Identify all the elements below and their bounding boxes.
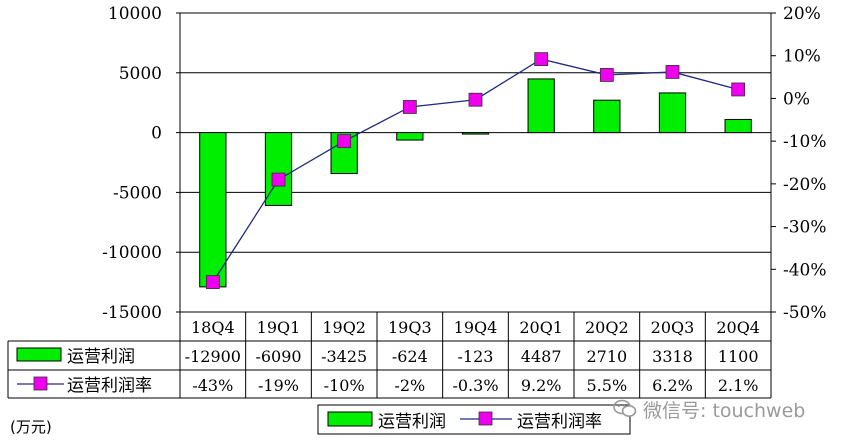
data-label: -43% bbox=[192, 376, 233, 395]
data-label: 2710 bbox=[586, 347, 627, 366]
data-label: 3318 bbox=[652, 347, 693, 366]
bar bbox=[658, 92, 687, 134]
data-label: 2.1% bbox=[718, 376, 759, 395]
wechat-icon bbox=[613, 399, 637, 417]
x-tick-label: 19Q3 bbox=[388, 318, 432, 337]
bar bbox=[593, 99, 621, 134]
y-right-tick-label: -50% bbox=[783, 303, 827, 323]
line-marker bbox=[599, 68, 614, 82]
data-label: -0.3% bbox=[452, 376, 498, 395]
data-label: 6.2% bbox=[652, 376, 693, 395]
data-label: 4487 bbox=[521, 347, 562, 366]
table-key-bar bbox=[16, 347, 62, 362]
table-row-label: 运营利润 bbox=[67, 347, 135, 367]
x-tick-label: 20Q3 bbox=[651, 318, 695, 337]
y-left-tick-label: 10000 bbox=[108, 4, 162, 24]
table-key-marker bbox=[33, 376, 48, 391]
line-marker bbox=[665, 65, 680, 79]
data-label: 1100 bbox=[718, 347, 759, 366]
data-label: -12900 bbox=[185, 347, 241, 366]
watermark: 微信号: touchweb bbox=[613, 396, 841, 422]
data-label: -19% bbox=[258, 376, 299, 395]
y-right-tick-label: 0% bbox=[783, 89, 810, 109]
legend-key-bar bbox=[327, 411, 373, 427]
unit-note: (万元) bbox=[10, 418, 52, 436]
y-right-tick-label: -20% bbox=[783, 175, 827, 195]
x-tick-label: 20Q1 bbox=[519, 318, 563, 337]
y-right-tick-label: 10% bbox=[783, 47, 821, 67]
bar bbox=[396, 132, 424, 141]
y-right-tick-label: -10% bbox=[783, 132, 827, 152]
x-tick-label: 20Q2 bbox=[585, 318, 629, 337]
bar bbox=[199, 132, 227, 288]
line-marker bbox=[337, 134, 352, 149]
x-tick-label: 19Q2 bbox=[322, 318, 366, 337]
data-label: -6090 bbox=[255, 347, 301, 366]
y-right-tick-label: 20% bbox=[783, 4, 821, 24]
data-label: -10% bbox=[324, 376, 365, 395]
line-marker bbox=[271, 172, 286, 187]
y-left-tick-label: -10000 bbox=[102, 243, 162, 263]
line-marker bbox=[205, 275, 220, 290]
legend-label: 运营利润率 bbox=[517, 412, 602, 432]
x-tick-label: 18Q4 bbox=[191, 318, 235, 337]
bar bbox=[724, 118, 752, 134]
x-tick-label: 20Q4 bbox=[716, 318, 760, 337]
y-right-tick-label: -40% bbox=[783, 260, 827, 280]
legend-label: 运营利润 bbox=[378, 412, 446, 432]
bar bbox=[527, 78, 555, 134]
data-label: -123 bbox=[458, 347, 494, 366]
table-row-label: 运营利润率 bbox=[67, 376, 152, 396]
legend-key-marker bbox=[478, 411, 493, 426]
line-marker bbox=[731, 82, 746, 97]
bar bbox=[461, 132, 490, 135]
watermark-text: 微信号: touchweb bbox=[643, 399, 806, 422]
y-right-tick-label: -30% bbox=[783, 218, 827, 238]
y-left-tick-label: 0 bbox=[151, 124, 162, 144]
data-label: -624 bbox=[392, 347, 428, 366]
y-left-tick-label: 5000 bbox=[119, 64, 162, 84]
x-tick-label: 19Q1 bbox=[257, 318, 301, 337]
bar bbox=[264, 132, 293, 206]
data-label: -3425 bbox=[321, 347, 367, 366]
x-tick-label: 19Q4 bbox=[454, 318, 498, 337]
data-label: 9.2% bbox=[521, 376, 562, 395]
line-marker bbox=[402, 100, 417, 114]
y-left-tick-label: -15000 bbox=[102, 303, 162, 323]
line-marker bbox=[534, 52, 549, 67]
y-left-tick-label: -5000 bbox=[113, 183, 162, 203]
data-label: 5.5% bbox=[587, 376, 628, 395]
data-label: -2% bbox=[394, 376, 425, 395]
line-marker bbox=[468, 92, 483, 107]
